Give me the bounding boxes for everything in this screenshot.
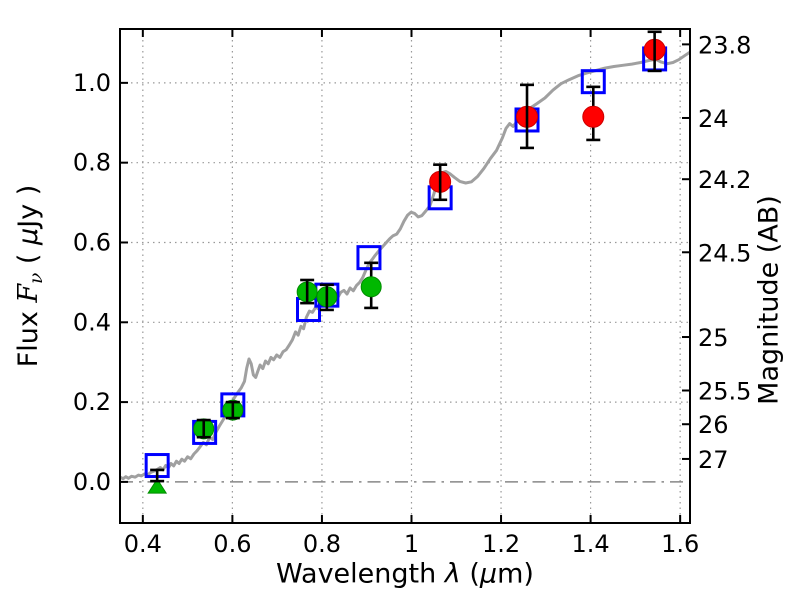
magnitude-tick-label: 24.5 xyxy=(698,239,751,267)
observed-point-green xyxy=(360,276,382,298)
x-tick-label: 0.4 xyxy=(124,530,162,558)
y-tick-label: 0.0 xyxy=(73,468,111,496)
nu-subscript: ν xyxy=(25,272,47,284)
lambda-symbol: λ xyxy=(444,558,461,590)
model-photometry-marker xyxy=(356,245,382,271)
magnitude-tick-label: 24.2 xyxy=(698,166,751,194)
magnitude-tick-label: 25 xyxy=(698,324,729,352)
x-tick-label: 1.4 xyxy=(572,530,610,558)
x-axis-unit-close: m) xyxy=(497,558,534,590)
y-tick-label: 0.6 xyxy=(73,228,111,256)
y-tick-label: 0.4 xyxy=(73,308,111,336)
magnitude-tick-label: 25.5 xyxy=(698,377,751,405)
upper-limit-triangle xyxy=(147,478,168,494)
magnitude-tick-label: 23.8 xyxy=(698,31,751,59)
y-tick-label: 0.8 xyxy=(73,149,111,177)
y-axis-unit-open: ( xyxy=(13,244,45,273)
x-axis-label: Wavelength λ (μm) xyxy=(276,559,534,590)
observed-point-red xyxy=(582,105,605,128)
right-axis-label: Magnitude (AB) xyxy=(753,195,785,405)
x-tick-label: 1.6 xyxy=(661,530,699,558)
y-axis-label-text: Flux xyxy=(13,302,45,368)
y-axis-label: Flux Fν ( μJy ) xyxy=(13,185,47,368)
x-tick-label: 1.2 xyxy=(482,530,520,558)
flux-F-symbol: F xyxy=(13,283,45,303)
x-axis-unit-open: ( xyxy=(460,558,480,590)
plot-spine xyxy=(119,28,691,524)
y-tick-label: 1.0 xyxy=(73,69,111,97)
magnitude-tick-label: 24 xyxy=(698,105,729,133)
mu-symbol-y: μ xyxy=(13,227,45,245)
y-tick-label: 0.2 xyxy=(73,388,111,416)
x-axis-label-text: Wavelength xyxy=(276,558,445,590)
x-tick-label: 1 xyxy=(404,530,419,558)
y-axis-unit-close: Jy ) xyxy=(13,184,45,228)
x-tick-label: 0.6 xyxy=(213,530,251,558)
model-spectrum-line xyxy=(119,50,691,481)
magnitude-tick-label: 27 xyxy=(698,446,729,474)
magnitude-tick-label: 26 xyxy=(698,411,729,439)
mu-symbol-x: μ xyxy=(479,558,498,590)
x-tick-label: 0.8 xyxy=(303,530,341,558)
